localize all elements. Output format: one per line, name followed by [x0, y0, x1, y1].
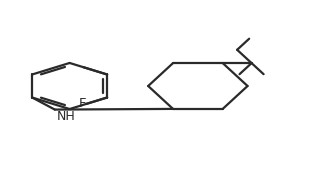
Text: NH: NH — [56, 110, 75, 123]
Text: F: F — [79, 97, 86, 110]
